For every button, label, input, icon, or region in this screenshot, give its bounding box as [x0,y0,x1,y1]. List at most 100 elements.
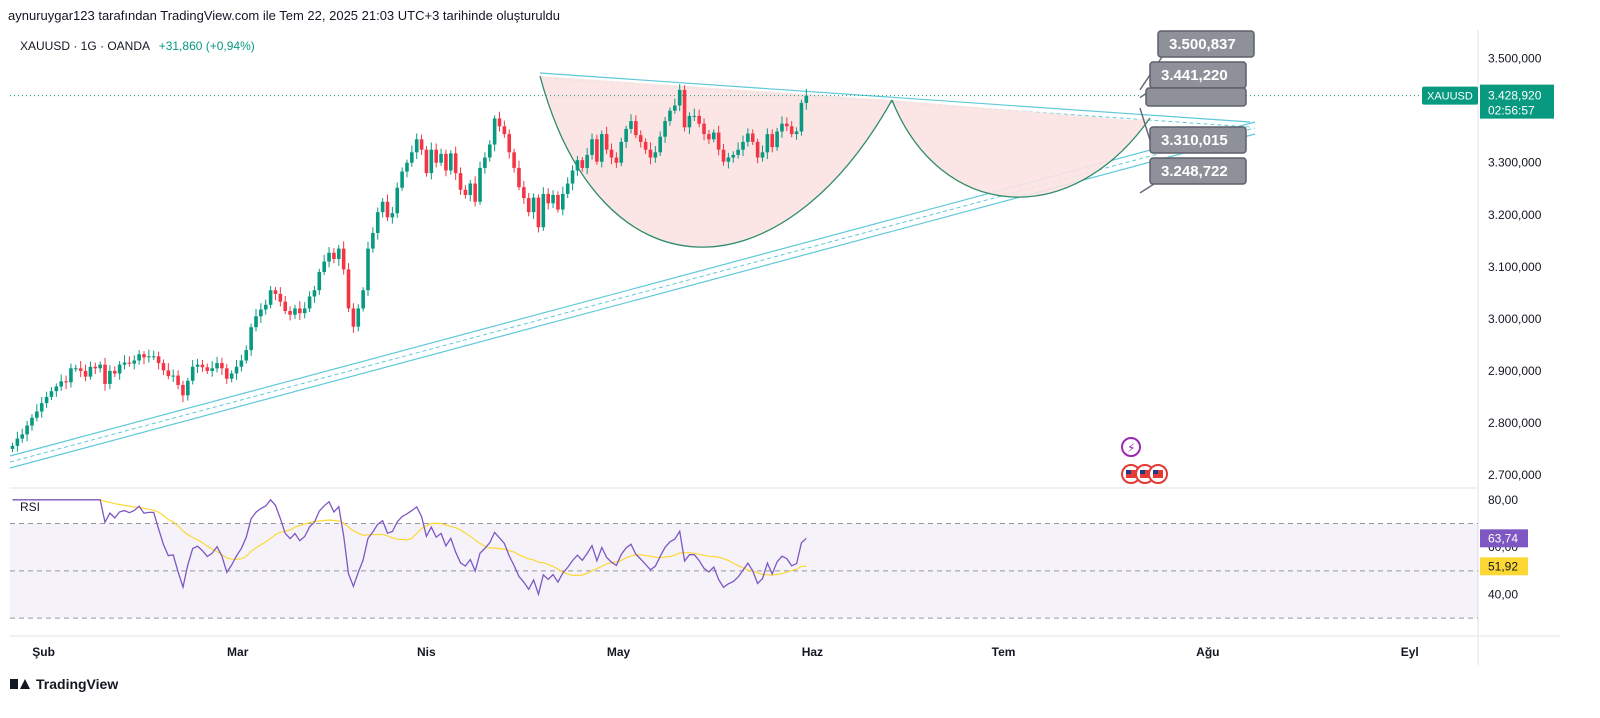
cup-right-fill [892,100,1150,198]
candle [181,380,185,403]
candle [804,88,809,110]
candle-body [497,118,502,127]
candle-body [624,128,628,142]
candle [356,304,361,332]
candle [531,193,536,219]
candle-body [205,367,210,371]
time-tick-label: Nis [417,645,436,659]
candle-body [746,133,750,142]
candle-body [765,134,770,153]
candle-body [380,201,385,213]
candle [609,143,614,165]
cup-handle-pattern [9,72,1256,469]
candle [556,191,560,213]
candle [663,116,667,143]
candle [497,111,502,132]
price-tick-label: 2.800,000 [1488,416,1542,430]
candle [575,155,580,176]
candle-body [750,133,755,142]
candle [371,227,375,253]
candle [122,355,127,370]
candle-body [614,157,619,163]
candle [502,120,507,138]
candle [765,128,770,160]
candle [546,188,550,210]
candle [590,133,594,160]
candle-body [673,105,677,111]
candle-body [298,308,302,314]
time-axis: Şub Mar Nis May Haz Tem Ağu Eyl [32,645,1418,659]
time-tick-label: Şub [32,645,55,659]
candle [361,287,365,312]
candle-body [794,131,799,135]
candle [64,375,68,390]
candle-body [755,141,760,158]
tradingview-logo[interactable]: TradingView [10,676,118,692]
candle [697,109,701,128]
candle [171,369,176,382]
candle [336,244,341,266]
candle-body [249,327,253,351]
candle [254,308,258,332]
candle-body [142,354,146,358]
event-icons[interactable]: ⚡ [1121,437,1168,484]
candle-body [234,366,239,374]
countdown-value: 02:56:57 [1488,104,1535,118]
event-flash-glyph: ⚡ [1127,441,1135,455]
candle-body [551,194,555,204]
price-tick-label: 3.000,000 [1488,312,1542,326]
candle-body [405,162,409,172]
rsi-line [12,498,807,597]
candle-body [522,187,526,199]
candle [307,291,312,313]
candle [760,145,765,162]
candle [750,129,755,146]
candle-body [88,366,93,377]
candle-body [215,363,219,369]
candle [375,207,380,240]
candle [668,107,672,126]
candle [341,241,346,275]
candle-body [638,135,643,142]
symbol-tag-text: XAUUSD [1427,91,1473,103]
candle [190,359,195,385]
candle-body [273,290,278,294]
candle-body [317,272,322,291]
candle-body [268,290,273,305]
symbol-tag [1422,86,1478,105]
candle-body [210,368,214,371]
rsi-value-text: 63,74 [1488,531,1518,545]
candle-body [741,141,745,150]
candle [312,286,317,303]
candle-body [288,311,292,315]
us-flag-canton [1153,470,1158,474]
candle [98,361,102,373]
candle [49,387,54,401]
candle [142,351,146,365]
candle [707,129,711,144]
candle-body [570,170,575,184]
candle [785,117,789,131]
candle [273,287,278,301]
candle-body [595,139,599,162]
candle-body [731,154,736,158]
candle-body [692,115,697,117]
candle-body [449,153,453,171]
candle [673,98,677,114]
candle [414,133,419,160]
candle-body [629,121,633,129]
candle [453,146,458,180]
candle-body [478,167,482,202]
price-tick-label: 2.700,000 [1488,468,1542,482]
time-tick-label: Haz [802,645,823,659]
candle-body [526,198,531,213]
candle [780,116,784,138]
candle [15,431,20,452]
candle-body [278,293,283,302]
candle-body [668,110,672,122]
target-label: 3.310,015 [1139,107,1247,154]
candle-body [103,364,107,384]
candle [512,148,516,173]
candle-body [531,197,536,213]
